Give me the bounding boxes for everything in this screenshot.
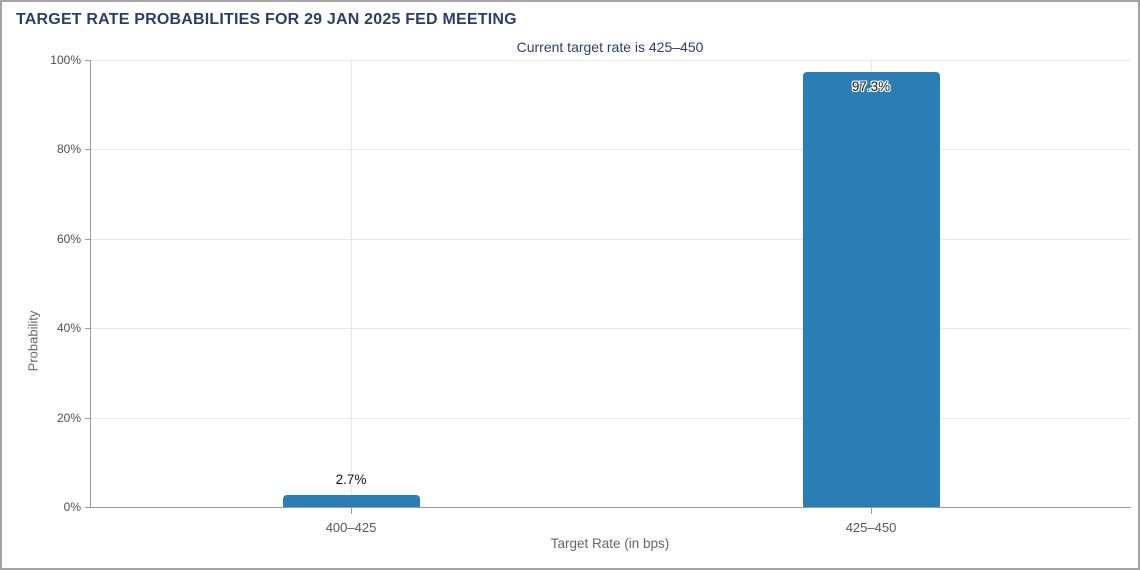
gridline-horizontal	[91, 60, 1131, 61]
gridline-horizontal	[91, 417, 1131, 419]
y-tick-label: 80%	[56, 142, 81, 157]
y-tick-label: 0%	[63, 500, 81, 514]
y-axis-tick	[85, 149, 91, 151]
y-axis-tick	[85, 60, 91, 61]
chart-title: TARGET RATE PROBABILITIES FOR 29 JAN 202…	[16, 11, 517, 28]
y-axis-tick	[85, 507, 91, 508]
y-tick-label: 20%	[56, 410, 81, 425]
probability-bar[interactable]	[802, 72, 940, 507]
x-axis-tick	[871, 508, 872, 514]
y-tick-label: 60%	[56, 231, 81, 246]
plot-area: Probability 0% 20% 40% 60% 80% 100% 2.7% 400–42…	[26, 53, 1131, 535]
x-category-label: 400–425	[325, 520, 377, 535]
x-category-label: 425–450	[845, 520, 897, 535]
y-axis-tick	[85, 238, 91, 240]
chart-subtitle: Current target rate is 425–450	[516, 39, 704, 55]
gridline-horizontal	[91, 149, 1131, 151]
y-axis-tick	[85, 328, 91, 330]
gridline-horizontal	[91, 328, 1131, 330]
gridline-vertical	[351, 60, 352, 507]
y-axis-tick	[85, 417, 91, 419]
y-tick-label: 40%	[56, 321, 81, 336]
bar-value-label: 97.3%	[851, 79, 891, 95]
x-axis-title: Target Rate (in bps)	[550, 536, 670, 551]
x-axis-tick	[351, 508, 352, 514]
bar-value-label: 2.7%	[335, 471, 367, 487]
y-tick-label: 100%	[50, 53, 81, 67]
gridline-horizontal	[91, 238, 1131, 240]
y-axis-title: Probability	[25, 310, 41, 372]
probability-bar[interactable]	[282, 494, 420, 507]
